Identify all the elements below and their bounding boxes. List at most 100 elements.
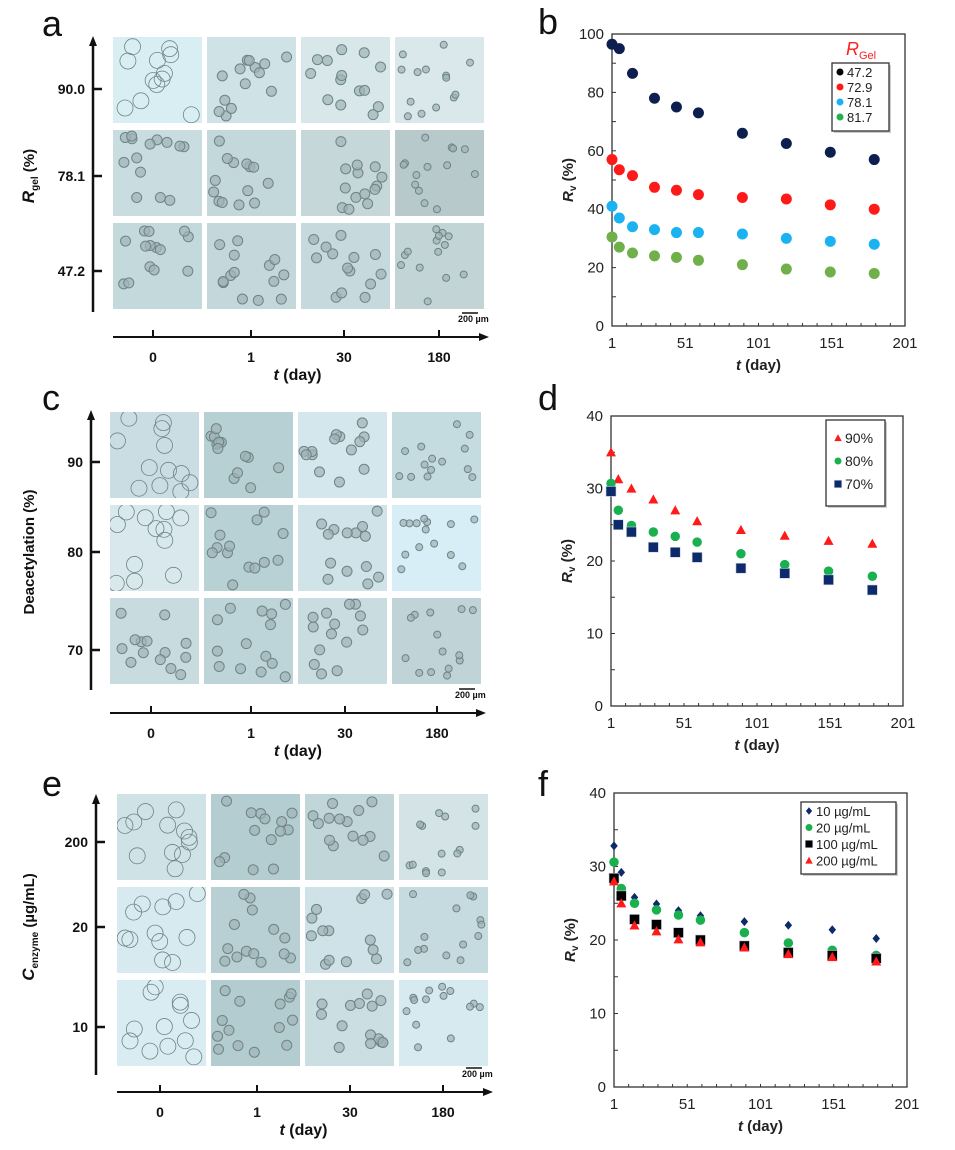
y-axis-title-subscript: v [570,945,581,951]
microsphere [336,1020,348,1032]
data-point-circle [627,67,639,79]
bead-group [117,801,198,878]
y-axis-title-subscript: v [568,185,579,191]
microsphere [376,171,388,183]
microsphere [395,472,404,481]
x-tick-label: 30 [337,725,353,741]
bead-group [214,235,290,306]
data-point-triangle [823,535,834,545]
bead-group [115,607,192,681]
microsphere [434,231,443,240]
microsphere [279,671,291,683]
microsphere [279,932,291,944]
micrograph-image [211,980,300,1066]
microsphere [432,205,441,214]
microsphere [249,197,261,209]
y-tick-label: 100 [579,26,604,43]
microsphere [305,68,317,80]
microsphere [151,933,169,950]
y-tick-label: 20 [589,932,606,949]
microsphere [402,1007,411,1016]
microsphere [314,644,326,656]
data-point-circle [780,263,792,275]
microsphere [359,889,371,901]
microsphere [428,454,437,463]
x-tick-label: 51 [676,715,693,732]
microsphere [432,225,441,234]
microsphere [323,812,335,824]
microsphere [446,551,455,560]
microsphere [414,1043,423,1052]
microsphere [180,651,192,663]
data-point-triangle [673,934,684,944]
micrograph-image [211,887,300,973]
microsphere [154,654,166,666]
micrograph-image [110,412,199,498]
x-axis-title-var: t [736,357,742,374]
microsphere [161,136,173,148]
bead-group [305,888,393,970]
data-point-square [867,584,878,596]
microsphere [437,868,446,877]
microsphere [369,248,381,260]
data-point-triangle [871,956,882,966]
data-point-circle [692,254,704,266]
bead-group [117,887,206,971]
microsphere [357,834,369,846]
data-point-circle [613,505,624,515]
micrograph-background [392,598,481,684]
microsphere [443,161,452,170]
y-axis-arrow-icon [92,794,100,804]
panel-label-c: c [42,377,60,418]
data-point-circle [824,235,836,247]
bead-group [397,514,479,574]
bead-group [307,598,369,680]
microsphere [172,465,190,482]
microsphere [409,890,418,899]
microsphere [130,479,148,497]
data-point-circle [739,927,750,938]
microsphere [156,437,173,454]
bead-group [214,795,298,876]
panel-label-d: d [538,377,559,418]
microsphere [172,483,190,498]
microsphere [269,253,281,265]
microsphere [361,988,373,1000]
microsphere [443,671,452,680]
microsphere [156,531,174,549]
bead-group [402,982,484,1052]
x-tick-label: 1 [607,715,615,732]
microsphere [235,663,247,675]
x-axis-title-var: t [274,743,280,760]
data-point-triangle [670,505,681,515]
microsphere [228,249,240,261]
data-point-triangle [626,483,637,493]
data-point-triangle [609,876,619,886]
microsphere [444,232,453,241]
legend-title-subscript: Gel [859,50,876,62]
microsphere [141,1042,159,1060]
microsphere [460,145,469,154]
x-axis-title-unit: (day) [285,1122,328,1139]
microsphere [421,995,430,1004]
y-axis-title: Cenzyme (µg/mL) [19,873,41,981]
microsphere [336,287,348,299]
micrograph-panel-a: 90.0 78.1 47.2 Rgel (%) 0 1 30 180 t (day) 200 µm [19,36,489,384]
microsphere [213,1043,225,1055]
data-point-circle [783,938,794,948]
microsphere [470,170,479,179]
microsphere [451,90,460,99]
microsphere [411,180,420,189]
x-tick-label: 51 [677,335,694,352]
microsphere [360,561,372,573]
y-tick-label: 80 [67,544,83,560]
microsphere [401,550,410,559]
data-point-triangle [692,516,703,526]
microsphere [321,607,333,619]
y-tick-label: 10 [586,626,603,643]
microsphere [224,540,236,552]
microsphere [465,1002,474,1011]
data-point-square [626,526,637,538]
microsphere [213,106,225,118]
